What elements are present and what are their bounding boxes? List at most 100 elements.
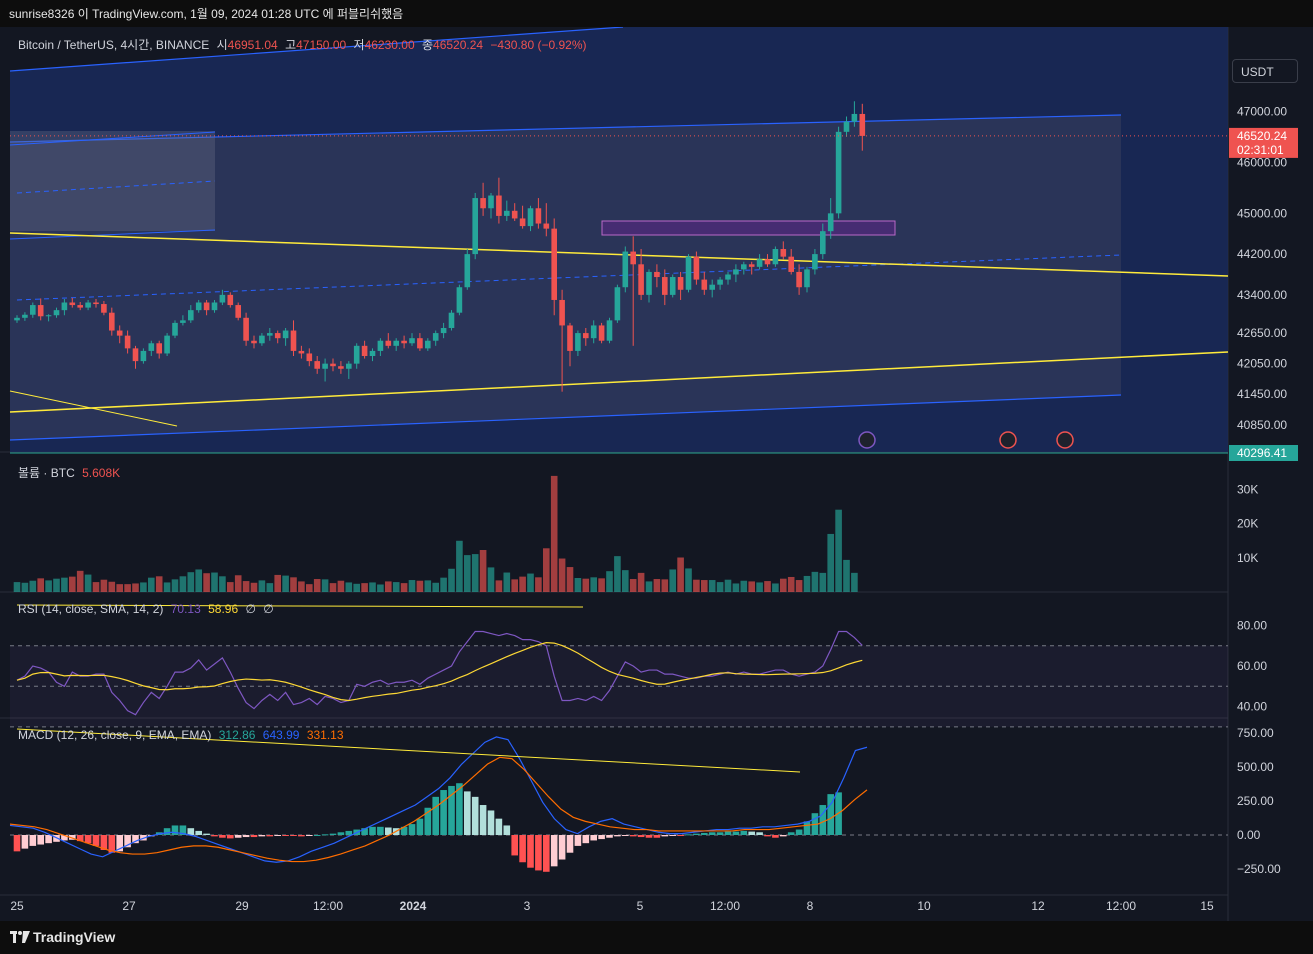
macd-histogram-bar [669,835,676,836]
left-box-top [9,131,216,146]
volume-bar [716,582,724,592]
macd-histogram-bar [503,825,511,835]
time-tick-label: 2024 [400,899,427,913]
volume-bar [361,583,368,592]
volume-bar [92,582,100,592]
volume-tick-label: 30K [1237,483,1258,497]
candle-body [835,131,842,214]
volume-bar [740,580,748,592]
candle-body [306,353,313,362]
outer-channel-top [9,27,624,72]
macd-line-value: 643.99 [262,728,300,742]
candle-body [772,249,779,265]
macd-histogram-bar [732,831,740,835]
macd-histogram-bar [724,831,732,835]
volume-bar [53,578,60,592]
macd-histogram-bar [84,835,92,844]
macd-histogram-bar [227,835,234,839]
macd-histogram-bar [29,835,37,846]
rsi-na-1: ∅ [245,602,256,616]
macd-histogram-bar [163,828,171,835]
candle-body [401,340,407,344]
candle-body [77,305,83,308]
macd-histogram-bar [424,807,432,835]
volume-bar [637,572,645,592]
candle-body [132,348,139,362]
candle-body [733,269,739,275]
candle-body [646,271,652,295]
time-tick-label: 27 [122,899,136,913]
publish-header: sunrise8326 이 TradingView.com, 1월 09, 20… [0,0,1313,27]
time-tick-label: 12:00 [1106,899,1136,913]
macd-histogram-bar [701,832,708,835]
publish-text: sunrise8326 이 TradingView.com, 1월 09, 20… [9,7,404,21]
volume-bar [179,576,187,592]
candle-body [638,264,644,295]
candle-body [480,198,486,209]
candle-body [464,254,471,288]
candle-body [606,320,613,341]
candle-body [812,254,818,270]
candle-body [567,325,573,351]
footer: TradingView [0,921,1313,954]
candle-body [290,330,297,351]
volume-bar [851,572,858,592]
volume-bar [306,584,313,592]
candle-body [551,228,557,300]
price-tick-label: 41450.00 [1237,387,1287,401]
countdown-text: 02:31:01 [1237,143,1284,157]
macd-histogram-bar [614,835,621,837]
volume-bar [21,582,29,592]
volume-bar [377,584,384,592]
macd-line [9,736,868,863]
candle-body [409,338,415,344]
candle-body [93,302,99,305]
volume-bar [195,569,202,592]
volume-bar [708,580,716,592]
macd-histogram-bar [471,796,479,835]
volume-tick-label: 10K [1237,551,1258,565]
macd-histogram-bar [535,835,542,871]
rsi-ma-line [16,642,863,702]
candle-body [109,312,115,331]
candle-body [211,302,218,311]
macd-histogram-bar [369,826,376,835]
volume-bar [614,556,621,592]
macd-histogram-bar [203,833,210,835]
macd-histogram-bar [61,835,68,841]
macd-histogram-bar [321,834,329,836]
candle-body [685,256,692,290]
open-label: 시 [216,38,228,52]
macd-histogram-bar [400,826,408,835]
macd-histogram-bar [76,835,84,842]
volume-bar [163,582,171,592]
inner-channel-fill [10,115,1121,440]
price-tick-label: 47000.00 [1237,104,1287,118]
volume-bar [629,579,637,592]
candle-body [535,208,542,224]
candle-body [385,340,392,346]
macd-histogram-bar [456,783,463,835]
chart-canvas[interactable]: 47000.00 46000.00 45000.00 44200.00 43400.00… [0,27,1313,921]
price-tick-label: 43400.00 [1237,288,1287,302]
volume-bar [543,548,550,592]
volume-bar [76,570,84,592]
macd-histogram-bar [653,835,661,838]
candle-body [37,305,44,317]
chart-frame[interactable]: 47000.00 46000.00 45000.00 44200.00 43400.00… [0,27,1313,921]
currency-button[interactable]: USDT [1232,59,1298,83]
macd-histogram-bar [772,835,779,838]
macd-histogram-bar [495,818,503,835]
macd-histogram-bar [250,835,258,838]
close-value: 46520.24 [433,38,484,52]
volume-bar [392,582,400,592]
macd-histogram-bar [313,835,321,836]
candle-body [575,333,581,351]
footer-brand: TradingView [33,929,116,945]
candle-body [298,350,305,354]
macd-histogram-bar [440,790,447,835]
volume-bar [511,579,518,592]
candle-body [369,350,376,357]
candle-body [432,333,439,341]
candle-body [543,223,550,229]
